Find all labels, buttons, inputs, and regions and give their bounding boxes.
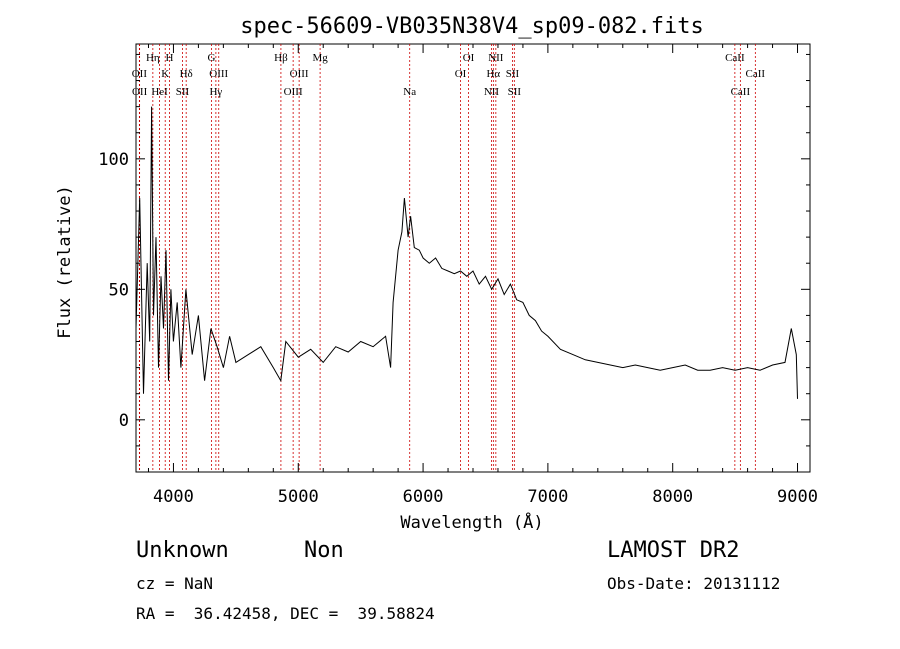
line-marker-label: HeI [151,86,168,98]
x-tick-label: 7000 [527,487,568,507]
line-marker-label: NII [488,52,504,64]
line-marker-label: H [165,52,173,64]
chart-title: spec-56609-VB035N38V4_sp09-082.fits [240,14,704,39]
line-marker-label: OIII [290,68,309,80]
line-marker-label: G [208,52,216,64]
line-marker-label: Na [403,86,416,98]
line-marker-label: Hη [146,52,160,64]
line-marker-label: CaII [746,68,766,80]
line-marker-label: Hγ [209,86,222,98]
x-tick-label: 6000 [403,487,444,507]
line-marker-label: OII [132,68,148,80]
y-axis-ticks: 0 50 100 [98,53,810,447]
object-class: Unknown [136,538,229,563]
line-marker-label: Hβ [274,52,288,64]
x-tick-label: 9000 [777,487,818,507]
line-marker-label: SII [508,86,522,98]
plot-frame [135,43,811,473]
line-marker-label: Hα [486,68,500,80]
y-tick-label: 100 [98,150,129,170]
line-marker-label: SII [176,86,190,98]
line-marker-label: Mg [312,52,328,64]
line-marker-label: OII [132,86,148,98]
object-subclass: Non [304,538,344,563]
x-tick-label: 4000 [153,487,194,507]
y-axis-label: Flux (relative) [55,185,75,339]
survey-name: LAMOST DR2 [607,538,740,563]
spectrum-line [135,106,798,399]
line-marker-label: SII [506,68,520,80]
redshift-cz: cz = NaN [136,574,214,593]
x-axis-label: Wavelength (Å) [400,511,543,533]
line-marker-label: OIII [209,68,228,80]
ra-dec: RA = 36.42458, DEC = 39.58824 [136,604,435,623]
line-marker-label: Hδ [180,68,193,80]
line-markers [138,44,756,472]
line-marker-label: NII [484,86,500,98]
y-tick-label: 0 [119,411,129,431]
line-marker-label: CaII [725,52,745,64]
line-marker-label: OI [455,68,467,80]
x-tick-label: 8000 [652,487,693,507]
x-axis-ticks: 4000 5000 6000 7000 8000 9000 [147,44,818,507]
line-marker-label: CaII [731,86,751,98]
line-marker-label: OI [463,52,475,64]
y-tick-label: 50 [109,280,129,300]
line-marker-label: OIII [284,86,303,98]
x-tick-label: 5000 [278,487,319,507]
line-marker-label: K [161,68,169,80]
observation-date: Obs-Date: 20131112 [607,574,781,593]
